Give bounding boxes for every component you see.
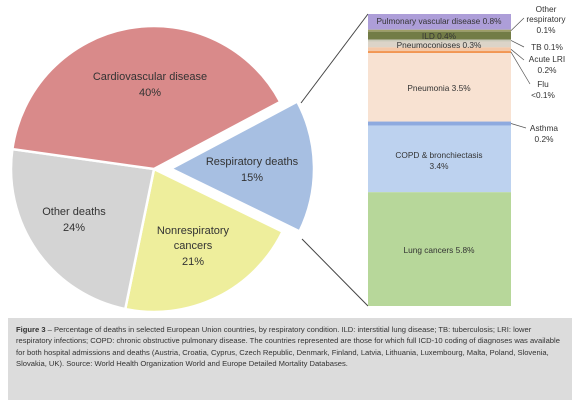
pie-label-cardiovascular: Cardiovascular disease [93,71,207,83]
pie-slice-cardiovascular-disease [10,24,282,171]
pie-label-other: Other deaths [42,206,106,218]
figure-caption: Figure 3 – Percentage of deaths in selec… [8,318,572,400]
bar-segment-lung-cancers-5-8 [368,192,511,306]
bar-label-ild: ILD 0.4% [422,31,457,41]
connector-line-bottom [301,238,369,307]
bar-label-tb: TB 0.1% [531,42,563,52]
pie-chart [9,24,316,314]
bar-segment-pulmonary-vascular-disease-0-8 [368,14,511,30]
pie-label-nonrespiratory-line1: Nonrespiratory [157,225,230,237]
pie-slice-other-deaths [9,147,156,311]
bar-label-other-respiratory-line3: 0.1% [537,25,557,35]
pie-value-cardiovascular: 40% [139,87,161,99]
bar-segment-pneumoconioses-0-3 [368,41,511,48]
leader-line-other-respiratory-0-1 [510,17,525,31]
bar-label-acute-line1: Acute LRI [529,54,565,64]
pie-value-nonrespiratory: 21% [182,256,204,268]
bar-label-other-respiratory-line1: Other [536,4,557,14]
bar-segment-asthma-0-2 [368,121,511,126]
connector-line-top [300,13,369,104]
bar-label-copd-line2: 3.4% [430,161,450,171]
pie-label-respiratory: Respiratory deaths [206,156,299,168]
bar-segment-tb-0-1 [368,39,511,42]
bar-label-pulmonary: Pulmonary vascular disease 0.8% [377,16,503,26]
bar-label-acute-line2: 0.2% [538,65,558,75]
bar-label-copd-line1: COPD & bronchiectasis [395,150,482,160]
leader-line-tb-0-1 [510,40,525,48]
bar-label-asthma-line1: Asthma [530,123,559,133]
bar-segment-other-respiratory-0-1 [368,29,511,32]
bar-label-asthma-line2: 0.2% [535,134,555,144]
bar-label-flu-line1: Flu [537,79,549,89]
pie-value-respiratory: 15% [241,172,263,184]
leader-lines [510,17,531,129]
figure-caption-label: Figure 3 [16,325,46,334]
leader-line-acute-lri-0-2 [510,49,525,61]
bar-label-lung: Lung cancers 5.8% [403,245,475,255]
respiratory-deaths-chart: Cardiovascular disease 40% Respiratory d… [9,4,566,314]
pie-label-nonrespiratory-line2: cancers [174,240,213,252]
bar-segment-acute-lri-0-2 [368,47,511,52]
bar-segment-copd-bronchiectasis-3-4 [368,125,511,193]
bar-label-other-respiratory-line2: respiratory [526,14,566,24]
pie-value-other: 24% [63,222,85,234]
bar-segment-flu-0-1 [368,51,511,53]
leader-line-asthma-0-2 [510,123,527,129]
bar-label-pneumonia: Pneumonia 3.5% [407,83,471,93]
stacked-bar [368,14,511,306]
bar-label-pneumoconioses: Pneumoconioses 0.3% [397,40,482,50]
leader-line-flu-0-1 [510,51,531,85]
bar-label-flu-line2: <0.1% [531,90,555,100]
bar-segment-ild-0-4 [368,31,511,40]
pie-slice-nonrespiratory-cancers [123,167,285,314]
figure-caption-text: – Percentage of deaths in selected Europ… [16,325,560,369]
bar-segment-pneumonia-3-5 [368,52,511,122]
pie-slice-respiratory-deaths [168,99,316,234]
